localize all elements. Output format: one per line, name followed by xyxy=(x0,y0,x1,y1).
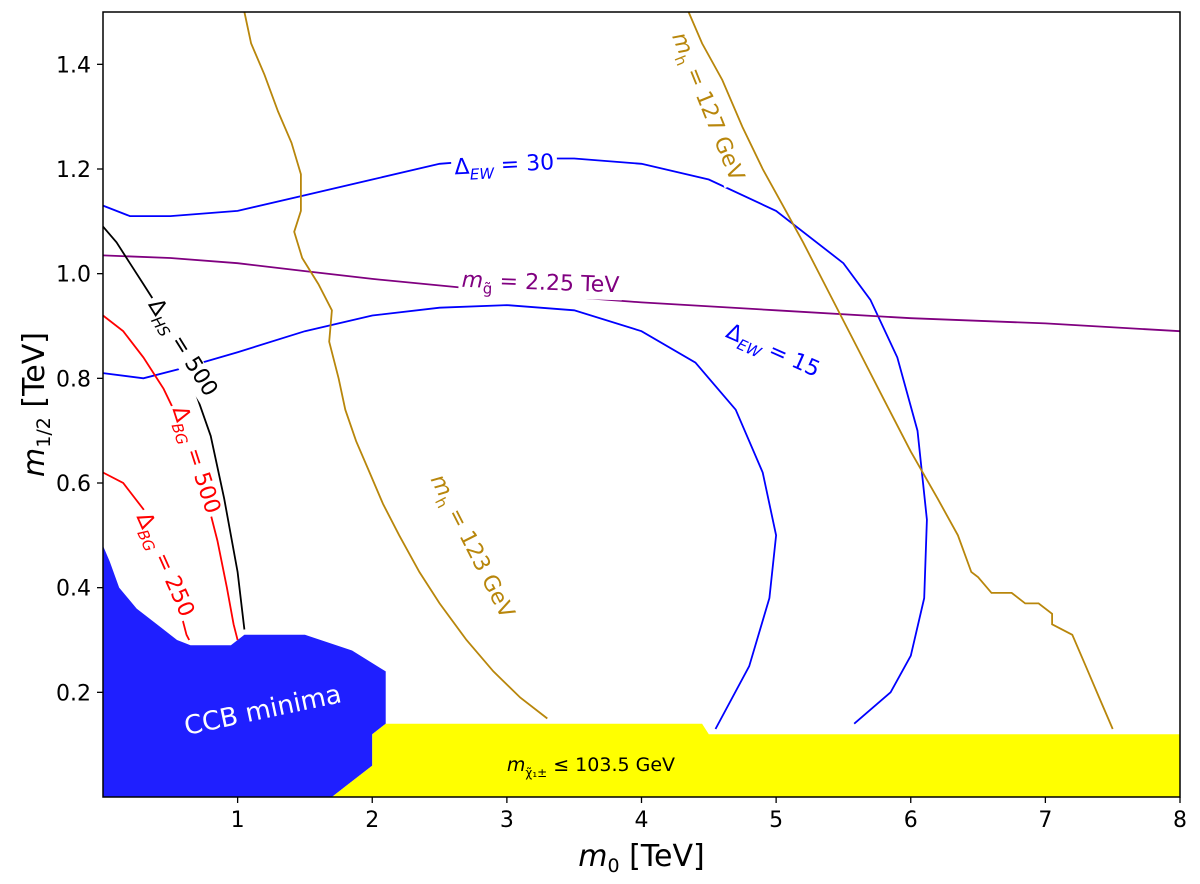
y-tick-label: 1.4 xyxy=(56,53,91,78)
svg-text:ΔBG = 250: ΔBG = 250 xyxy=(127,509,199,623)
region-label-chargino-limit: mχ̃₁± ≤ 103.5 GeV xyxy=(507,754,675,780)
y-axis-sub: 1/2 xyxy=(33,417,55,448)
x-tick-label: 8 xyxy=(1173,808,1187,833)
x-axis-title: m0 [TeV] xyxy=(578,839,705,877)
contour-label-hs-500: ΔHS = 500 xyxy=(139,292,223,405)
y-axis-symbol: m xyxy=(17,448,52,477)
svg-text:ΔEW = 30: ΔEW = 30 xyxy=(454,150,555,184)
x-tick-label: 7 xyxy=(1038,808,1052,833)
x-tick-label: 2 xyxy=(365,808,379,833)
x-axis-ticks: 1 2 3 4 5 6 7 8 xyxy=(231,797,1187,833)
contour-ew-30 xyxy=(102,157,928,725)
contour-label-backing xyxy=(718,319,826,386)
svg-text:mg̃ = 2.25 TeV: mg̃ = 2.25 TeV xyxy=(461,268,620,302)
svg-text:mh = 127 GeV: mh = 127 GeV xyxy=(663,29,749,186)
x-tick-label: 3 xyxy=(500,808,514,833)
contour-label-mh-123-gev: mh = 123 GeV xyxy=(421,468,519,627)
y-tick-label: 1.0 xyxy=(56,263,91,288)
x-axis-unit-text: [TeV] xyxy=(629,839,705,874)
y-tick-label: 0.2 xyxy=(56,681,91,706)
svg-text:ΔHS = 500: ΔHS = 500 xyxy=(139,294,222,403)
svg-text:mh = 123 GeV: mh = 123 GeV xyxy=(421,470,519,624)
y-axis-ticks: 0.2 0.4 0.6 0.8 1.0 1.2 1.4 xyxy=(56,53,103,706)
contour-layer xyxy=(102,11,1181,730)
contour-label-mg-2-25-tev: mg̃ = 2.25 TeV xyxy=(458,268,623,302)
x-tick-label: 1 xyxy=(231,808,245,833)
contour-label-backing xyxy=(421,468,519,627)
contour-ew-15 xyxy=(102,304,778,730)
region-layer xyxy=(103,545,1180,797)
contour-label-ew-30: ΔEW = 30 xyxy=(450,150,558,184)
contour-label-ew-15: ΔEW = 15 xyxy=(718,319,826,386)
y-tick-label: 0.6 xyxy=(56,472,91,497)
y-tick-label: 1.2 xyxy=(56,158,91,183)
x-tick-label: 6 xyxy=(904,808,918,833)
y-axis-unit-text: [TeV] xyxy=(17,332,52,408)
contour-label-backing xyxy=(458,269,623,301)
region-chargino-limit xyxy=(331,723,1180,797)
x-tick-label: 5 xyxy=(769,808,783,833)
contour-mg-2-25-tev xyxy=(102,254,1181,333)
contour-mh-123-gev xyxy=(243,11,548,720)
contour-label-backing xyxy=(450,152,558,183)
x-axis-symbol: m xyxy=(578,839,607,874)
x-tick-label: 4 xyxy=(635,808,649,833)
contour-label-backing xyxy=(163,400,224,521)
contour-label-backing xyxy=(139,292,223,405)
svg-text:ΔEW = 15: ΔEW = 15 xyxy=(721,319,824,386)
y-axis-title: m1/2 [TeV] xyxy=(17,332,55,477)
x-axis-unit xyxy=(620,839,630,874)
y-tick-label: 0.4 xyxy=(56,577,91,602)
region-ccb-minima xyxy=(103,545,386,797)
contour-mh-127-gev xyxy=(687,11,1114,730)
x-axis-sub: 0 xyxy=(607,855,619,877)
contour-label-backing xyxy=(663,26,748,189)
y-tick-label: 0.8 xyxy=(56,367,91,392)
contour-label-backing xyxy=(127,506,199,625)
y-axis-space xyxy=(17,408,52,418)
contour-label-bg-250: ΔBG = 250 xyxy=(127,506,199,625)
